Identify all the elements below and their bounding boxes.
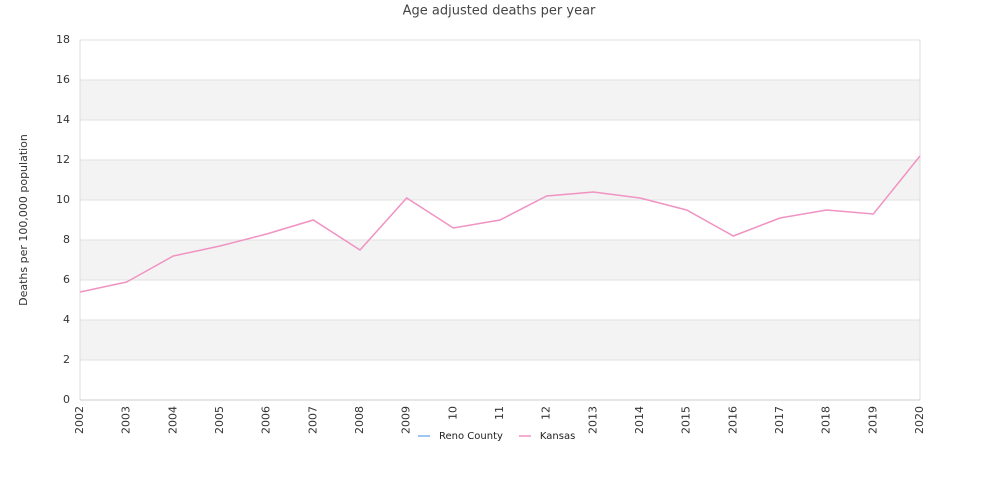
x-tick-label: 12 (540, 406, 553, 420)
y-tick-label: 16 (56, 73, 70, 86)
grid-band (80, 160, 920, 200)
legend-label: Kansas (540, 431, 575, 442)
x-tick-label: 2009 (400, 406, 413, 434)
grid-band (80, 80, 920, 120)
x-tick-label: 2002 (73, 406, 86, 434)
x-tick-label: 10 (446, 406, 459, 420)
data-line (79, 155, 921, 293)
x-tick-label: 2017 (773, 406, 786, 434)
y-tick-label: 4 (63, 313, 70, 326)
x-tick-label: 2007 (306, 406, 319, 434)
x-tick-label: 2016 (726, 406, 739, 434)
x-tick-label: 2003 (120, 406, 133, 434)
legend-label: Reno County (439, 431, 503, 442)
x-tick-label: 11 (493, 406, 506, 420)
x-tick-label: 2019 (866, 406, 879, 434)
y-tick-label: 14 (56, 113, 70, 126)
x-tick-label: 2014 (633, 406, 646, 434)
x-tick-label: 2005 (213, 406, 226, 434)
grid-band (80, 320, 920, 360)
x-tick-label: 2015 (680, 406, 693, 434)
x-tick-label: 2008 (353, 406, 366, 434)
chart-title: Age adjusted deaths per year (403, 4, 596, 19)
y-tick-label: 0 (63, 393, 70, 406)
x-tick-label: 2018 (820, 406, 833, 434)
y-tick-label: 2 (63, 353, 70, 366)
x-tick-label: 2013 (586, 406, 599, 434)
x-tick-label: 2020 (913, 406, 926, 434)
y-tick-label: 12 (56, 153, 70, 166)
x-tick-label: 2004 (166, 406, 179, 434)
y-tick-label: 6 (63, 273, 70, 286)
grid-band (80, 240, 920, 280)
x-tick-label: 2006 (260, 406, 273, 434)
y-tick-label: 10 (56, 193, 70, 206)
y-tick-label: 8 (63, 233, 70, 246)
y-axis-label: Deaths per 100,000 population (17, 134, 30, 306)
y-tick-label: 18 (56, 33, 70, 46)
